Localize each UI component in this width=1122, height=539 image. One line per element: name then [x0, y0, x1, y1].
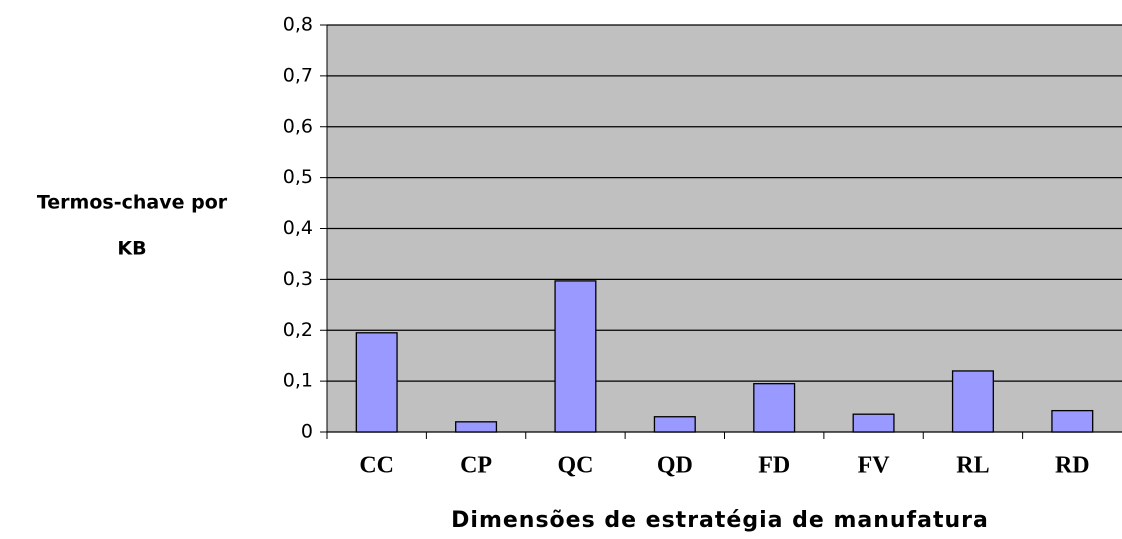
x-tick-label: QC	[557, 453, 593, 479]
bar	[1051, 409, 1094, 433]
y-tick-label: 0,6	[283, 115, 313, 137]
y-tick-label: 0,3	[283, 268, 313, 290]
bar	[653, 416, 696, 433]
bar	[951, 370, 994, 433]
y-tick-label: 0,5	[283, 166, 313, 188]
y-tick-label: 0,1	[283, 370, 313, 392]
bar	[753, 383, 796, 433]
x-tick-label: FD	[758, 453, 790, 479]
x-axis-label: Dimensões de estratégia de manufatura	[451, 508, 989, 533]
x-tick-label: CP	[460, 453, 492, 479]
bar	[455, 421, 498, 433]
y-tick-label: 0,2	[283, 319, 313, 341]
x-tick-label: CC	[359, 453, 394, 479]
y-tick-label: 0,7	[283, 64, 313, 86]
y-tick-label: 0,8	[283, 14, 313, 36]
y-tick-label: 0,4	[283, 217, 313, 239]
bar	[355, 332, 398, 433]
x-tick-label: RD	[1055, 453, 1090, 479]
y-axis-label: Termos-chave por	[37, 192, 228, 214]
y-axis-label: KB	[117, 238, 146, 260]
bar	[852, 413, 895, 433]
x-tick-label: FV	[858, 453, 891, 479]
x-tick-label: QD	[657, 453, 693, 479]
x-tick-label: RL	[956, 453, 989, 479]
bar	[554, 280, 597, 433]
y-tick-label: 0	[301, 421, 313, 443]
